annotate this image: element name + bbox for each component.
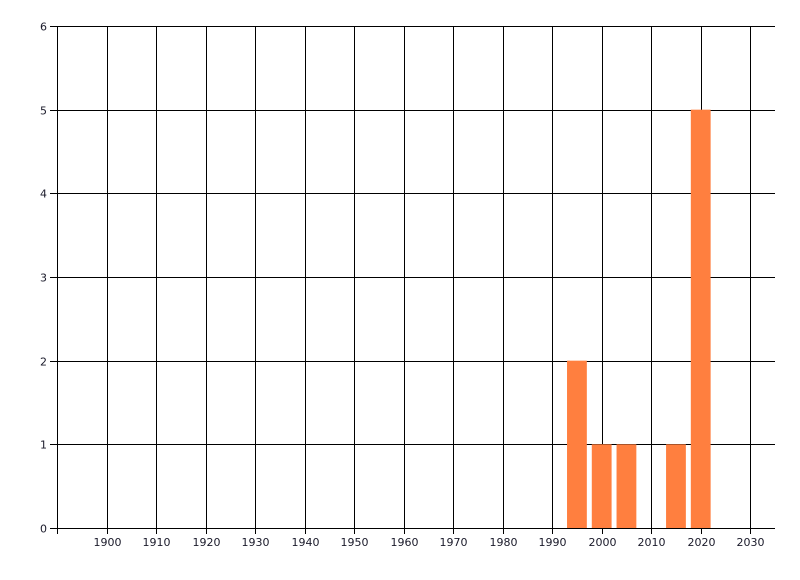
y-tick-label: 4 (40, 188, 47, 201)
bar (567, 360, 587, 528)
bar (616, 444, 637, 528)
y-tick-label: 3 (40, 272, 47, 285)
y-tick-label: 2 (40, 356, 47, 369)
x-tick-label: 1990 (539, 536, 567, 549)
x-tick-label: 1920 (193, 536, 221, 549)
x-tick-label: 1960 (391, 536, 419, 549)
x-tick-label: 1950 (341, 536, 369, 549)
x-tick-label: 1940 (292, 536, 320, 549)
x-tick-label: 1980 (490, 536, 518, 549)
x-tick-label: 1910 (143, 536, 171, 549)
x-tick-label: 2020 (688, 536, 716, 549)
y-tick-label: 5 (40, 105, 47, 118)
x-tick-label: 2030 (737, 536, 765, 549)
x-tick-label: 2000 (589, 536, 617, 549)
x-tick-label: 1970 (440, 536, 468, 549)
bar (666, 444, 686, 528)
x-tick-label: 1900 (94, 536, 122, 549)
y-tick-label: 6 (40, 21, 47, 34)
bar (591, 444, 612, 528)
y-tick-label: 1 (40, 439, 47, 452)
bar (690, 109, 711, 529)
x-tick-label: 1930 (242, 536, 270, 549)
x-tick-label: 2010 (638, 536, 666, 549)
y-tick-label: 0 (40, 523, 47, 536)
